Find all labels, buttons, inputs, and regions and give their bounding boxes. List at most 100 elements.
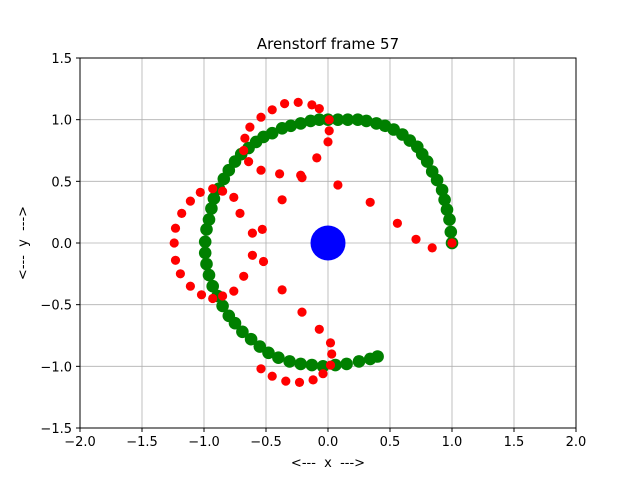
green-point [262,346,275,360]
red-point [333,180,343,190]
green-point [198,246,212,260]
green-point [283,355,296,368]
green-point [444,225,458,239]
green-point [294,117,308,130]
green-point [341,113,355,126]
red-point [293,97,303,107]
x-axis-label: <--- x ---> [291,456,365,471]
red-point [281,376,291,386]
red-point [170,255,181,265]
red-point [308,375,318,385]
red-point [245,122,255,132]
x-tick-label: 2.0 [566,435,587,450]
green-point [435,183,449,197]
red-point [365,197,375,207]
x-tick-label: 1.5 [504,435,525,450]
red-point [275,169,285,179]
green-point [425,165,439,178]
axis-ticks: −2.0 −1.5 −1.0 −0.5 0.0 0.5 1.0 1.5 2.0−1.5−1.0−… [40,52,586,450]
green-point [228,316,242,330]
y-tick-label: 1.0 [51,114,72,129]
y-tick-label: −1.0 [40,360,72,375]
red-point [240,133,250,143]
green-point [200,257,213,271]
red-point [312,153,322,163]
red-point [447,238,457,248]
red-point [177,208,187,218]
red-point [229,286,239,296]
green-point [443,213,456,226]
red-point [258,256,269,267]
green-point [217,172,231,186]
red-point [247,250,257,260]
red-point [195,187,205,197]
green-point [216,299,229,313]
red-point [218,291,228,301]
red-point [185,281,195,291]
y-tick-label: 1.5 [51,52,72,67]
red-point [175,269,185,279]
chart-title: Arenstorf frame 57 [257,35,399,53]
green-point [202,213,216,226]
red-point [208,293,218,304]
x-tick-label: −2.0 [64,435,96,450]
green-point [205,202,218,215]
red-point [325,338,336,348]
red-point [324,115,334,125]
red-point [318,369,328,379]
red-point [411,234,421,244]
green-point [440,203,454,216]
green-point [202,268,216,282]
red-point [257,224,267,234]
red-point [256,112,266,122]
red-point [208,184,218,194]
green-point [370,117,383,130]
red-point [267,371,277,381]
red-point [218,186,228,196]
red-point [170,223,181,233]
red-point [256,364,266,374]
red-point [297,307,307,317]
red-point [314,104,324,114]
green-point [198,235,212,249]
red-point [325,360,336,370]
x-tick-label: 0.5 [380,435,401,450]
red-point [185,196,195,206]
y-tick-label: 0.5 [51,175,72,190]
red-point [296,170,306,180]
y-axis-label: <--- y ---> [16,206,31,280]
green-point [371,350,384,363]
green-point [305,358,319,372]
green-point [316,360,330,373]
x-tick-label: −1.0 [188,435,220,450]
red-point [323,137,333,147]
red-point [267,105,277,115]
red-point [239,145,249,156]
red-point [235,208,245,218]
y-tick-label: 0.0 [51,237,72,252]
red-point [196,290,207,300]
green-point [351,113,365,126]
green-point [352,355,366,368]
y-tick-label: −0.5 [40,299,72,314]
green-point [272,351,285,365]
green-point [236,325,249,339]
green-point [275,122,289,135]
green-point [304,114,317,128]
red-point [280,99,290,109]
green-point [331,113,345,126]
red-point [277,195,287,205]
red-point [324,126,334,136]
green-point [438,193,451,207]
red-point [392,218,402,228]
green-point [253,340,267,353]
x-tick-label: 0.0 [318,435,339,450]
x-tick-label: −0.5 [250,435,282,450]
red-point [247,228,257,238]
green-point [206,279,219,293]
green-point [340,357,353,371]
x-tick-label: −1.5 [126,435,158,450]
blue-point [310,225,346,261]
